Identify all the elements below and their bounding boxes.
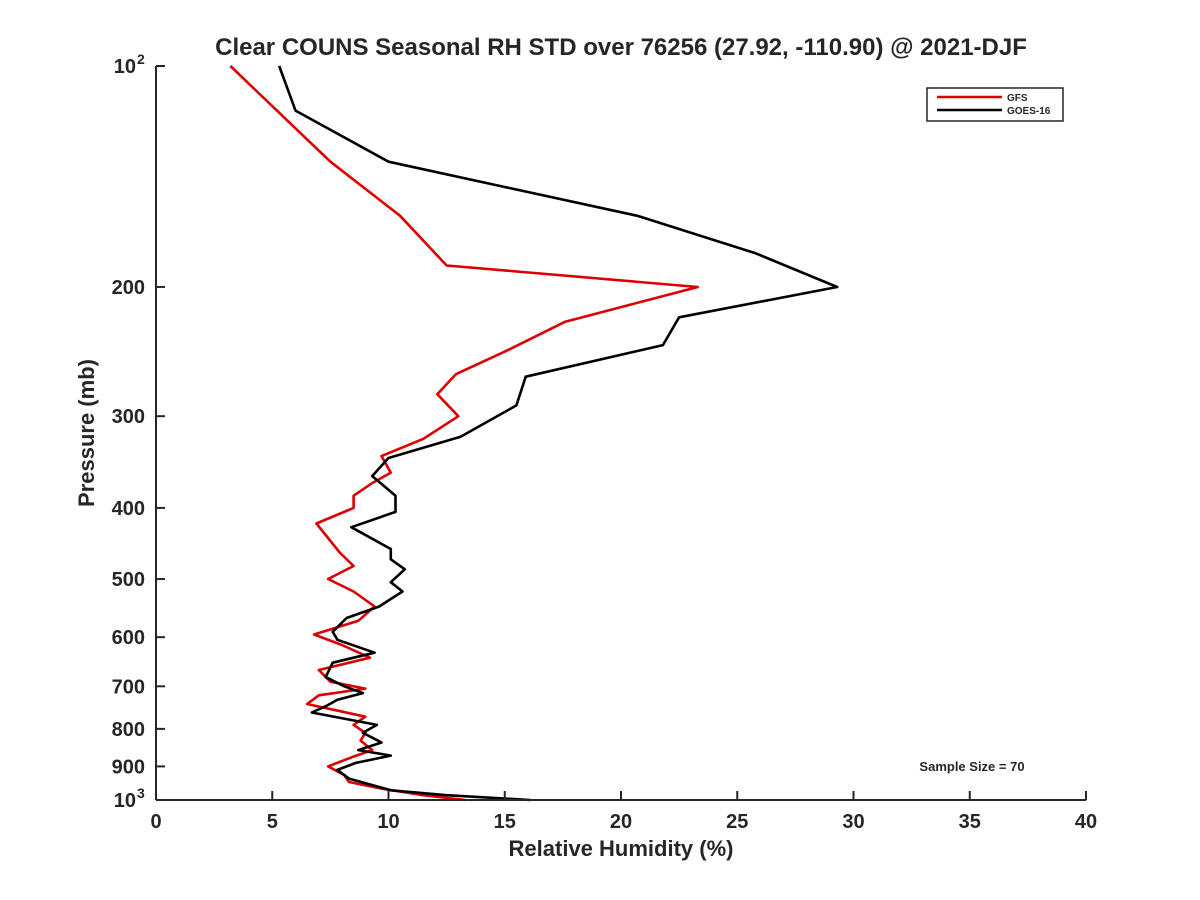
x-tick-label: 25 xyxy=(726,811,748,833)
x-tick-label: 10 xyxy=(377,811,399,833)
x-ticks: 0 5 10 15 20 25 30 35 40 xyxy=(150,791,1097,833)
legend-box xyxy=(926,87,1064,122)
chart-title: Clear COUNS Seasonal RH STD over 76256 (… xyxy=(215,34,1027,61)
legend: GFS GOES-16 xyxy=(926,87,1064,122)
series-line-goes-16 xyxy=(277,65,839,802)
x-tick-label: 5 xyxy=(267,811,278,833)
y-tick-label: 400 xyxy=(112,498,145,520)
sample-size-annotation: Sample Size = 70 xyxy=(919,759,1024,774)
legend-label: GOES-16 xyxy=(1007,106,1051,117)
series-line-gfs xyxy=(229,65,700,802)
y-tick-label: 500 xyxy=(112,569,145,591)
x-tick-label: 40 xyxy=(1075,811,1097,833)
y-tick-label: 10 xyxy=(114,56,136,78)
y-tick-label: 300 xyxy=(112,406,145,428)
series-layer xyxy=(229,65,839,802)
y-tick-exponent: 3 xyxy=(137,785,145,801)
plot-area xyxy=(156,66,1086,800)
x-axis-label: Relative Humidity (%) xyxy=(509,836,734,861)
y-tick-label: 800 xyxy=(112,719,145,741)
x-tick-label: 30 xyxy=(842,811,864,833)
y-axis-label: Pressure (mb) xyxy=(74,359,99,507)
y-tick-label: 700 xyxy=(112,676,145,698)
y-tick-label: 200 xyxy=(112,277,145,299)
y-tick-label: 10 xyxy=(114,790,136,812)
x-tick-label: 35 xyxy=(959,811,981,833)
x-tick-label: 20 xyxy=(610,811,632,833)
y-tick-label: 900 xyxy=(112,756,145,778)
y-tick-exponent: 2 xyxy=(137,51,145,67)
x-tick-label: 15 xyxy=(494,811,516,833)
y-tick-label: 600 xyxy=(112,627,145,649)
legend-label: GFS xyxy=(1007,93,1028,104)
x-tick-label: 0 xyxy=(150,811,161,833)
